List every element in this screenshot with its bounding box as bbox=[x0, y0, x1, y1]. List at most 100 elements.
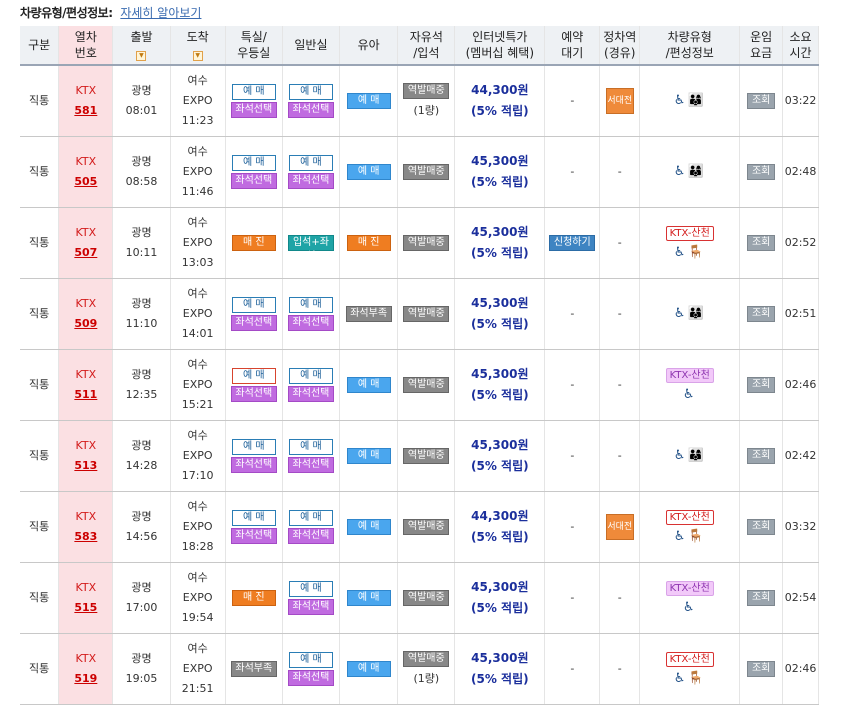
type-cell: 직통 bbox=[20, 136, 60, 208]
fare-view-button[interactable]: 조회 bbox=[747, 448, 776, 464]
reserve-button[interactable]: 예 매 bbox=[288, 155, 333, 171]
fare-view-button[interactable]: 조회 bbox=[747, 164, 776, 180]
special-cell: 매 진 bbox=[225, 562, 283, 634]
free-cell: 역발매중 (1량) bbox=[397, 65, 456, 137]
table-row: 직통 KTX 507 광명 10:11 여수 EXPO 13:03 매 진 입석+좌석 … bbox=[20, 207, 819, 279]
standing-seat-button[interactable]: 입석+좌석 bbox=[287, 235, 334, 262]
fare-view-button[interactable]: 조회 bbox=[747, 377, 776, 393]
col-arrive[interactable]: 도착 ▼ bbox=[170, 26, 226, 66]
train-number-link[interactable]: 505 bbox=[74, 175, 98, 188]
train-number-link[interactable]: 583 bbox=[74, 530, 98, 543]
reserve-button[interactable]: 예 매 bbox=[346, 164, 391, 180]
col-duration: 소요 시간 bbox=[782, 26, 819, 66]
duration-cell: 03:22 bbox=[782, 65, 819, 137]
reserve-button[interactable]: 예 매 bbox=[346, 377, 391, 393]
reserve-button[interactable]: 예 매 bbox=[231, 439, 276, 455]
table-row: 직통 KTX 581 광명 08:01 여수 EXPO 11:23 예 매 좌석선택 예 … bbox=[20, 65, 819, 137]
duration-cell: 02:46 bbox=[782, 633, 819, 705]
fare-view-button[interactable]: 조회 bbox=[747, 661, 776, 677]
reserve-button[interactable]: 예 매 bbox=[346, 448, 391, 464]
seat-select-button[interactable]: 좌석선택 bbox=[287, 599, 334, 615]
fare-view-button[interactable]: 조회 bbox=[747, 519, 776, 535]
col-depart[interactable]: 출발 ▼ bbox=[112, 26, 171, 66]
col-stop: 정차역 (경유) bbox=[599, 26, 641, 66]
reserve-button[interactable]: 예 매 bbox=[288, 439, 333, 455]
seat-select-button[interactable]: 좌석선택 bbox=[287, 528, 334, 544]
col-type: 구분 bbox=[20, 26, 60, 66]
seat-select-button[interactable]: 좌석선택 bbox=[230, 457, 277, 473]
seat-short-badge: 좌석부족 bbox=[230, 661, 277, 677]
train-number-link[interactable]: 513 bbox=[74, 459, 98, 472]
seat-select-button[interactable]: 좌석선택 bbox=[287, 670, 334, 686]
depart-cell: 광명 19:05 bbox=[112, 633, 171, 705]
infant-cell: 좌석부족 bbox=[339, 278, 399, 350]
train-number-link[interactable]: 511 bbox=[74, 388, 98, 401]
stop-station-button[interactable]: 서대전 bbox=[605, 514, 634, 540]
seat-select-button[interactable]: 좌석선택 bbox=[287, 457, 334, 473]
car-cell: ♿👨‍👩‍👦 bbox=[639, 65, 741, 137]
seat-select-button[interactable]: 좌석선택 bbox=[230, 315, 277, 331]
seat-select-button[interactable]: 좌석선택 bbox=[230, 102, 277, 118]
fare-view-button[interactable]: 조회 bbox=[747, 306, 776, 322]
car-cell: ♿👨‍👩‍👦 bbox=[639, 278, 741, 350]
reserve-button[interactable]: 예 매 bbox=[231, 155, 276, 171]
infant-cell: 매 진 bbox=[339, 207, 399, 279]
reserve-button[interactable]: 예 매 bbox=[288, 368, 333, 384]
seat-select-button[interactable]: 좌석선택 bbox=[230, 173, 277, 189]
waitlist-apply-button[interactable]: 신청하기 bbox=[549, 235, 596, 251]
seat-select-button[interactable]: 좌석선택 bbox=[287, 173, 334, 189]
train-number-link[interactable]: 509 bbox=[74, 317, 98, 330]
reserve-button[interactable]: 예 매 bbox=[231, 297, 276, 313]
reserve-button[interactable]: 예 매 bbox=[346, 590, 391, 606]
sort-icon[interactable]: ▼ bbox=[136, 51, 147, 61]
table-row: 직통 KTX 505 광명 08:58 여수 EXPO 11:46 예 매 좌석선택 예 … bbox=[20, 136, 819, 208]
reserve-button[interactable]: 예 매 bbox=[231, 510, 276, 526]
train-number-link[interactable]: 507 bbox=[74, 246, 98, 259]
reserve-button[interactable]: 예 매 bbox=[288, 510, 333, 526]
reserve-button[interactable]: 예 매 bbox=[231, 368, 276, 384]
ktx-sancheon-tag[interactable]: KTX-산천 bbox=[665, 510, 714, 525]
seat-select-button[interactable]: 좌석선택 bbox=[287, 386, 334, 402]
col-general: 일반실 bbox=[282, 26, 341, 66]
duration-cell: 02:51 bbox=[782, 278, 819, 350]
train-no-cell: KTX 515 bbox=[58, 562, 114, 634]
reserve-button[interactable]: 예 매 bbox=[288, 297, 333, 313]
ktx-sancheon-tag[interactable]: KTX-산천 bbox=[665, 652, 714, 667]
ktx-sancheon-tag[interactable]: KTX-산천 bbox=[665, 581, 714, 596]
wheelchair-family-icon: ♿👨‍👩‍👦 bbox=[673, 164, 706, 179]
details-link[interactable]: 자세히 알아보기 bbox=[120, 6, 202, 20]
reserve-button[interactable]: 예 매 bbox=[346, 519, 391, 535]
seat-select-button[interactable]: 좌석선택 bbox=[287, 315, 334, 331]
train-number-link[interactable]: 581 bbox=[74, 104, 98, 117]
reserve-button[interactable]: 예 매 bbox=[346, 93, 391, 109]
fare-view-button[interactable]: 조회 bbox=[747, 93, 776, 109]
reserve-wait-cell: - bbox=[544, 349, 601, 421]
fare-cell: 조회 bbox=[739, 278, 784, 350]
reserve-button[interactable]: 예 매 bbox=[231, 84, 276, 100]
sort-icon[interactable]: ▼ bbox=[192, 51, 203, 61]
seat-select-button[interactable]: 좌석선택 bbox=[230, 528, 277, 544]
reserve-button[interactable]: 예 매 bbox=[288, 581, 333, 597]
fare-view-button[interactable]: 조회 bbox=[747, 590, 776, 606]
ktx-sancheon-tag[interactable]: KTX-산천 bbox=[665, 368, 714, 383]
col-special: 특실/우등실 bbox=[225, 26, 283, 66]
train-number-link[interactable]: 519 bbox=[74, 672, 98, 685]
ktx-sancheon-tag[interactable]: KTX-산천 bbox=[665, 226, 714, 241]
train-number-link[interactable]: 515 bbox=[74, 601, 98, 614]
reserve-button[interactable]: 예 매 bbox=[288, 652, 333, 668]
type-cell: 직통 bbox=[20, 562, 60, 634]
reserve-button[interactable]: 예 매 bbox=[346, 661, 391, 677]
station-sale-badge: 역발매중 bbox=[403, 651, 450, 667]
arrive-cell: 여수 EXPO 11:23 bbox=[170, 65, 226, 137]
table-row: 직통 KTX 513 광명 14:28 여수 EXPO 17:10 예 매 좌석선택 예 … bbox=[20, 420, 819, 492]
seat-select-button[interactable]: 좌석선택 bbox=[230, 386, 277, 402]
reserve-button[interactable]: 예 매 bbox=[288, 84, 333, 100]
fare-view-button[interactable]: 조회 bbox=[747, 235, 776, 251]
stop-station-button[interactable]: 서대전 bbox=[605, 88, 634, 114]
station-sale-badge: 역발매중 bbox=[403, 590, 450, 606]
depart-cell: 광명 11:10 bbox=[112, 278, 171, 350]
reserve-wait-cell: - bbox=[544, 562, 601, 634]
seat-select-button[interactable]: 좌석선택 bbox=[287, 102, 334, 118]
duration-cell: 02:54 bbox=[782, 562, 819, 634]
